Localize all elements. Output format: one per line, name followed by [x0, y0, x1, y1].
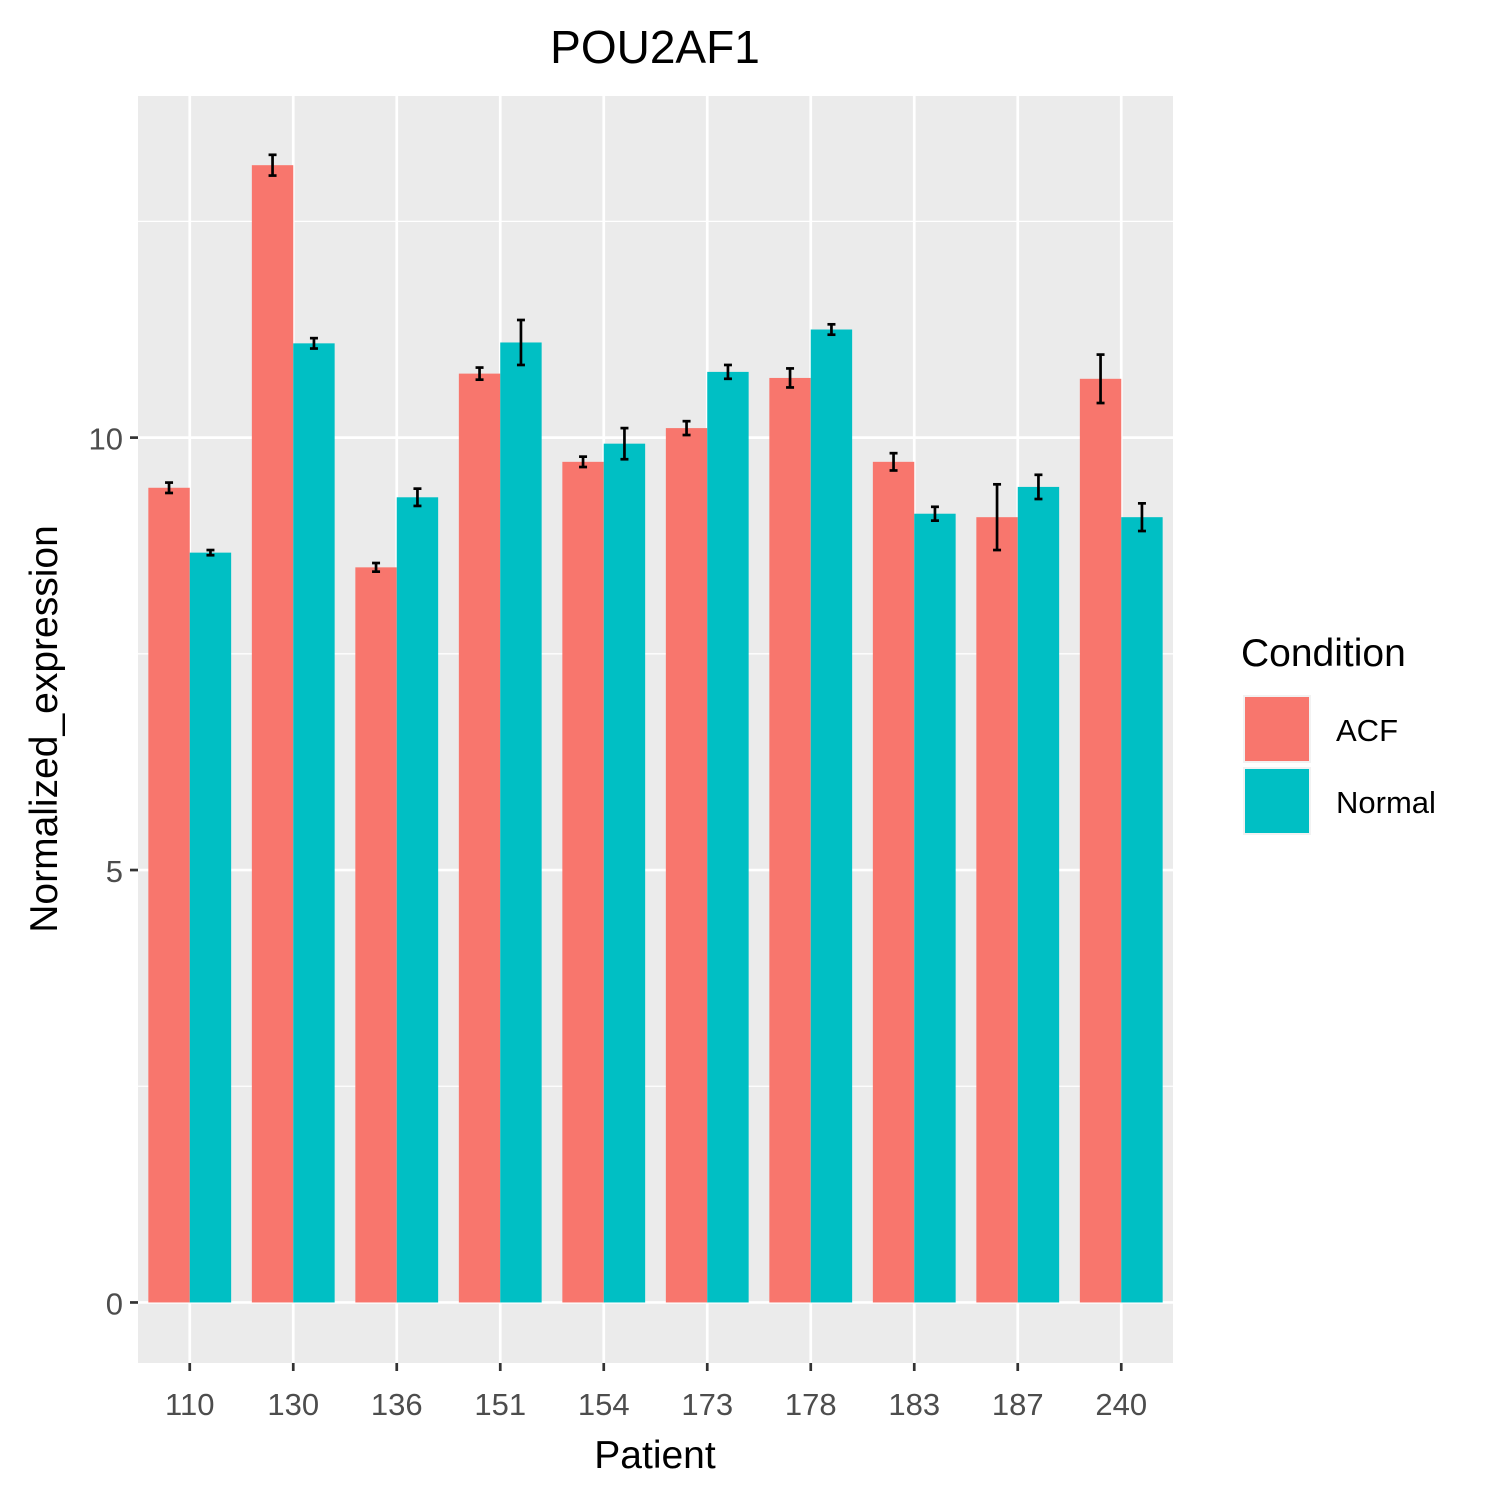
x-tick-label: 178 — [785, 1387, 837, 1422]
legend-items: ACF Normal — [1243, 695, 1436, 835]
legend-item-acf: ACF — [1243, 695, 1398, 763]
bar-acf-187 — [976, 517, 1018, 1303]
error-bar-normal-178 — [827, 322, 836, 337]
bar-normal-240 — [1121, 517, 1163, 1303]
error-bar-acf-110 — [165, 481, 174, 495]
error-bar-acf-183 — [889, 451, 898, 472]
x-tick-label: 240 — [1095, 1387, 1147, 1422]
error-bars — [165, 153, 1146, 574]
legend-swatch — [1245, 697, 1309, 761]
bars — [148, 165, 1163, 1303]
legend-label: Normal — [1336, 785, 1436, 820]
x-tick-label: 154 — [578, 1387, 630, 1422]
error-bar-acf-240 — [1096, 353, 1105, 405]
bar-normal-178 — [810, 329, 853, 1303]
legend-swatch — [1245, 769, 1309, 833]
error-bar-acf-187 — [993, 482, 1002, 552]
bar-normal-151 — [500, 342, 542, 1303]
error-bar-normal-173 — [723, 363, 732, 381]
x-tick-label: 130 — [267, 1387, 319, 1422]
error-bar-acf-178 — [786, 367, 795, 389]
bar-normal-187 — [1017, 486, 1060, 1303]
bar-acf-178 — [769, 377, 811, 1303]
error-bar-normal-187 — [1034, 473, 1043, 501]
x-axis-title: Patient — [594, 1434, 716, 1477]
error-bar-normal-110 — [206, 548, 215, 557]
error-bar-acf-154 — [579, 455, 588, 469]
x-tick-label: 136 — [371, 1387, 423, 1422]
y-axis-title: Normalized_expression — [23, 525, 66, 933]
error-bar-normal-136 — [413, 487, 422, 508]
chart-title: POU2AF1 — [550, 21, 760, 73]
error-bar-normal-130 — [309, 336, 318, 350]
error-bar-normal-183 — [930, 505, 939, 522]
y-tick-label: 0 — [106, 1286, 123, 1321]
error-bar-acf-136 — [372, 561, 381, 574]
error-bar-acf-130 — [268, 153, 277, 177]
y-tick-label: 5 — [106, 854, 123, 889]
bar-acf-151 — [458, 373, 501, 1303]
error-bar-normal-151 — [516, 318, 525, 367]
bar-acf-136 — [355, 567, 397, 1303]
error-bar-acf-173 — [682, 419, 691, 437]
bar-acf-183 — [872, 461, 915, 1303]
bar-acf-110 — [148, 487, 190, 1303]
bar-normal-130 — [293, 343, 335, 1303]
y-axis: 0 5 10 — [89, 422, 138, 1321]
x-tick-label: 183 — [888, 1387, 940, 1422]
x-tick-label: 110 — [165, 1387, 214, 1422]
error-bar-normal-154 — [620, 426, 629, 461]
x-tick-label: 173 — [681, 1387, 733, 1422]
error-bar-acf-151 — [475, 366, 484, 382]
y-tick-label: 10 — [89, 422, 123, 457]
bar-normal-154 — [603, 443, 646, 1303]
bar-acf-130 — [251, 165, 294, 1303]
bar-acf-240 — [1079, 378, 1122, 1303]
bar-normal-183 — [914, 513, 956, 1303]
bar-normal-110 — [189, 552, 232, 1303]
legend-item-normal: Normal — [1243, 767, 1436, 835]
bar-acf-154 — [562, 461, 604, 1303]
bar-normal-173 — [707, 371, 749, 1303]
legend-label: ACF — [1336, 713, 1398, 748]
legend-title: Condition — [1241, 632, 1406, 675]
legend: Condition ACF Normal — [1241, 632, 1436, 835]
x-tick-label: 187 — [992, 1387, 1044, 1422]
error-bar-normal-240 — [1137, 501, 1146, 533]
bar-acf-173 — [665, 428, 708, 1303]
x-tick-label: 151 — [474, 1387, 526, 1422]
bar-normal-136 — [396, 497, 439, 1303]
x-axis: 110 130 136 151 154 173 178 183 187 240 — [165, 1363, 1147, 1422]
